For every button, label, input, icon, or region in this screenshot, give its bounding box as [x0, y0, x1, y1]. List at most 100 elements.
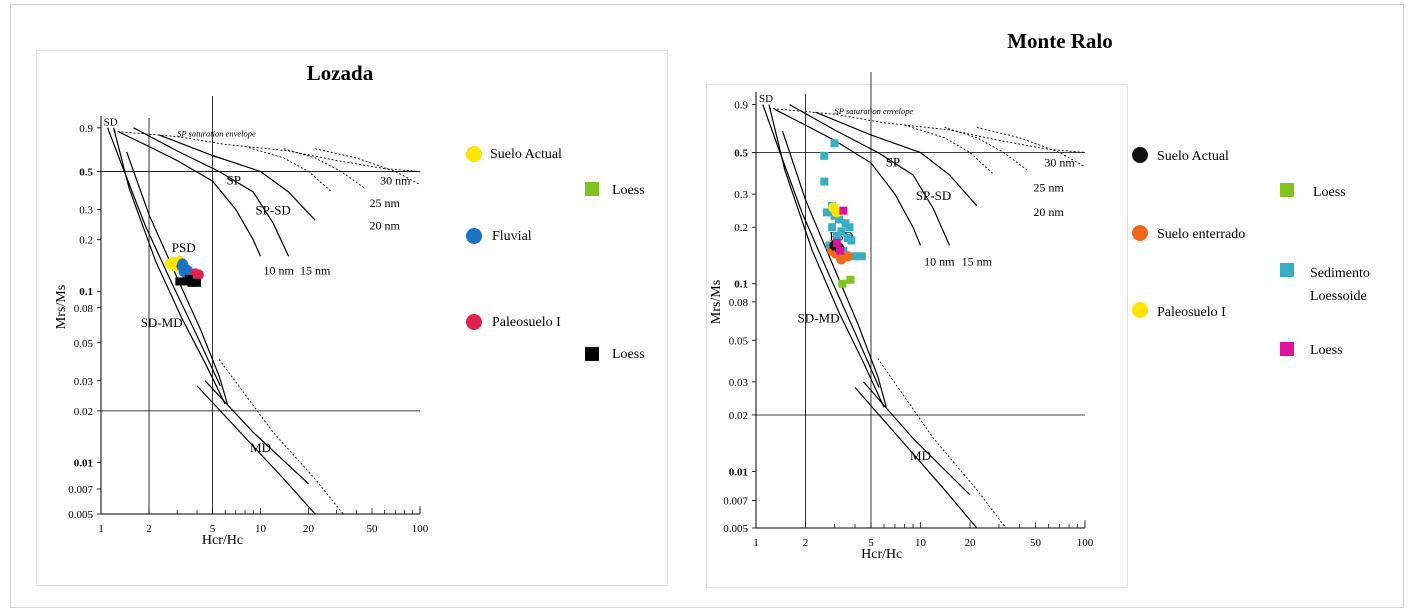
lozada-data-point [184, 274, 193, 283]
monte-ralo-region-label: SD-MD [798, 311, 840, 326]
monte-ralo-sp-sd-15nm [789, 104, 951, 246]
lozada-y-tick-label: 0.9 [79, 123, 93, 135]
monte-ralo-sp-sd-10nm [774, 108, 922, 246]
monte-ralo-region-label: MD [910, 448, 931, 463]
monte-ralo-legend-label: Paleosuelo I [1157, 305, 1226, 320]
monte-ralo-md-line-2 [863, 381, 971, 496]
lozada-grain-size-label: 25 nm [369, 196, 400, 210]
lozada-x-tick-label: 2 [146, 523, 152, 535]
monte-ralo-data-point [839, 206, 848, 215]
monte-ralo-legend-label: Loessoide [1310, 289, 1367, 304]
lozada-x-tick-label: 50 [366, 523, 378, 535]
lozada-x-tick-label: 5 [210, 523, 216, 535]
monte-ralo-legend-marker [1280, 342, 1294, 356]
monte-ralo-legend-marker [1132, 147, 1148, 163]
lozada-sp-saturation-envelope [113, 130, 421, 172]
monte-ralo-data-point [847, 236, 856, 245]
monte-ralo-sp-saturation-envelope [768, 107, 1086, 153]
lozada-x-tick-label: 20 [303, 523, 315, 535]
monte-ralo-data-point [846, 275, 855, 284]
monte-ralo-nm-20-dotted [904, 124, 995, 176]
monte-ralo-data-point [857, 252, 866, 261]
lozada-y-tick-label: 0.3 [79, 205, 93, 217]
monte-ralo-y-tick-label: 0.1 [734, 279, 748, 291]
monte-ralo-data-point [828, 223, 837, 232]
lozada-x-tick-label: 10 [255, 523, 267, 535]
monte-ralo-data-point [832, 231, 841, 240]
monte-ralo-legend-marker [1280, 183, 1294, 197]
monte-ralo-x-tick-label: 1 [753, 537, 759, 549]
lozada-grain-size-label: 20 nm [369, 218, 400, 232]
monte-ralo-y-tick-label: 0.5 [734, 148, 748, 160]
lozada-region-label: SD-MD [141, 315, 183, 330]
monte-ralo-legend-marker [1132, 225, 1148, 241]
monte-ralo-legend-marker [1132, 302, 1148, 318]
lozada-y-tick-label: 0.5 [79, 167, 93, 179]
monte-ralo-y-axis-label: Mrs/Ms [709, 280, 724, 324]
lozada-region-label: SP [227, 173, 241, 188]
monte-ralo-legend-label: Sedimento [1310, 266, 1370, 281]
monte-ralo-x-axis-label: Hcr/Hc [861, 547, 902, 562]
monte-ralo-sp-sd-20nm-solid [815, 111, 978, 207]
lozada-chart: Lozada 0.9 0.5 0.3 0.2 0.1 0.08 0.05 0.03 0.02 0.0… [54, 61, 645, 548]
lozada-x-axis-label: Hcr/Hc [202, 533, 243, 548]
monte-ralo-x-tick-label: 100 [1077, 537, 1094, 549]
lozada-data-point [193, 278, 202, 287]
monte-ralo-x-tick-label: 50 [1030, 537, 1042, 549]
monte-ralo-y-tick-label: 0.03 [729, 377, 749, 389]
lozada-data-point [175, 277, 184, 286]
lozada-x-tick-label: 1 [98, 523, 104, 535]
lozada-region-label: SD [104, 116, 118, 128]
lozada-y-tick-label: 0.2 [79, 235, 93, 247]
monte-ralo-y-tick-label: 0.01 [729, 466, 748, 478]
figure-frame [10, 4, 1404, 608]
monte-ralo-legend-label: Suelo enterrado [1157, 227, 1245, 242]
monte-ralo-grain-size-label: 15 nm [962, 255, 993, 269]
monte-ralo-region-label: SD [759, 93, 773, 105]
monte-ralo-grain-size-label: 10 nm [924, 255, 955, 269]
lozada-y-axis-label: Mrs/Ms [54, 285, 69, 329]
monte-ralo-chart: Monte Ralo 0.9 0.5 0.3 0.2 0.1 0.08 0.05 0.03 0.0… [709, 29, 1370, 562]
lozada-md-envelope [218, 359, 344, 515]
monte-ralo-x-tick-label: 10 [915, 537, 927, 549]
lozada-legend-label: Suelo Actual [490, 147, 562, 162]
lozada-legend-marker [466, 228, 482, 244]
monte-ralo-region-label: SP [886, 155, 900, 170]
monte-ralo-y-tick-label: 0.3 [734, 189, 748, 201]
monte-ralo-data-point [851, 252, 860, 261]
lozada-y-tick-label: 0.005 [68, 509, 93, 521]
lozada-legend-label: Fluvial [492, 229, 532, 244]
lozada-legend-marker [585, 182, 599, 196]
monte-ralo-legend-label: Suelo Actual [1157, 149, 1229, 164]
lozada-legend-marker [466, 146, 482, 162]
lozada-panel [36, 50, 668, 586]
lozada-x-tick-label: 100 [412, 523, 429, 535]
lozada-y-tick-label: 0.007 [68, 484, 93, 496]
monte-ralo-data-point [838, 279, 847, 288]
lozada-legend-label: Loess [612, 183, 645, 198]
monte-ralo-grain-size-label: 30 nm [1044, 156, 1075, 170]
lozada-region-label: PSD [172, 240, 196, 255]
lozada-sd-md-curve-2 [126, 151, 228, 404]
monte-ralo-x-tick-label: 20 [965, 537, 977, 549]
monte-ralo-grain-size-label: 25 nm [1033, 180, 1064, 194]
monte-ralo-y-tick-label: 0.08 [729, 297, 749, 309]
monte-ralo-data-point [830, 139, 839, 148]
lozada-md-line [196, 385, 316, 515]
monte-ralo-title: Monte Ralo [1007, 29, 1113, 53]
lozada-legend-marker [585, 347, 599, 361]
monte-ralo-y-tick-label: 0.9 [734, 100, 748, 112]
lozada-y-tick-label: 0.1 [79, 286, 93, 298]
monte-ralo-panel [706, 84, 1128, 588]
monte-ralo-data-point [822, 208, 831, 217]
lozada-sp-sd-15nm [133, 127, 290, 257]
monte-ralo-region-label: SP-SD [916, 188, 951, 203]
monte-ralo-data-point [845, 223, 854, 232]
lozada-y-tick-label: 0.02 [74, 406, 93, 418]
monte-ralo-data-point [820, 177, 829, 186]
monte-ralo-y-tick-label: 0.007 [723, 496, 748, 508]
monte-ralo-y-tick-label: 0.2 [734, 222, 748, 234]
lozada-grain-size-label: 10 nm [264, 264, 295, 278]
lozada-envelope-label: SP saturation envelope [177, 129, 256, 139]
